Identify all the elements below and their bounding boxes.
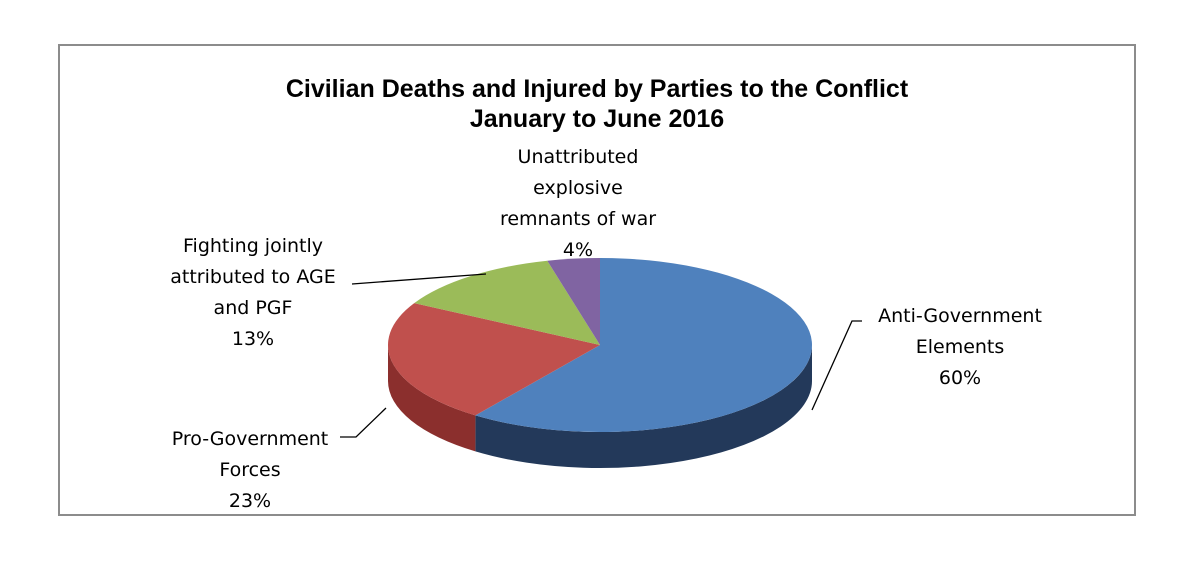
leader-line-pro-government-forces — [340, 407, 387, 438]
pie-side-anti-government-elements — [475, 345, 812, 468]
slice-label-text: Fighting jointly — [183, 235, 323, 257]
pie-slice-anti-government-elements — [475, 258, 812, 433]
chart-title: Civilian Deaths and Injured by Parties t… — [286, 75, 909, 133]
chart-title-line-2: January to June 2016 — [470, 105, 724, 133]
pie-side-pro-government-forces — [388, 345, 476, 452]
slice-label-text: attributed to AGE — [170, 266, 335, 288]
slice-value-label: 4% — [563, 239, 593, 261]
slice-value-label: 23% — [229, 490, 271, 512]
leader-lines — [340, 273, 862, 438]
slice-label-text: Forces — [219, 459, 280, 481]
slice-label-text: Anti-Government — [878, 305, 1042, 327]
slice-label-text: explosive — [533, 177, 623, 199]
pie-side-group — [388, 345, 812, 468]
pie-slice-pro-government-forces — [388, 303, 600, 416]
chart-title-line-1: Civilian Deaths and Injured by Parties t… — [286, 75, 909, 103]
leader-line-anti-government-elements — [811, 320, 862, 411]
pie-top-group — [388, 258, 812, 433]
slice-labels: Anti-Government Elements 60% Pro-Government… — [170, 146, 1042, 512]
pie-slice-fighting-jointly — [414, 260, 600, 345]
slice-label-text: Pro-Government — [172, 428, 329, 450]
slice-value-label: 60% — [939, 367, 981, 389]
slice-label-fighting-jointly: Fighting jointly attributed to AGE and PGF… — [170, 235, 335, 350]
slice-label-text: Elements — [916, 336, 1005, 358]
slice-label-text: and PGF — [214, 297, 293, 319]
pie-slice-unattributed-erw — [547, 258, 600, 345]
slice-label-unattributed-erw: Unattributed explosive remnants of war 4% — [500, 146, 656, 261]
slice-label-pro-government-forces: Pro-Government Forces 23% — [172, 428, 329, 512]
slice-label-text: Unattributed — [518, 146, 639, 168]
slice-label-anti-government-elements: Anti-Government Elements 60% — [878, 305, 1042, 389]
slice-value-label: 13% — [232, 328, 274, 350]
slice-label-text: remnants of war — [500, 208, 656, 230]
leader-line-fighting-jointly — [351, 273, 487, 285]
